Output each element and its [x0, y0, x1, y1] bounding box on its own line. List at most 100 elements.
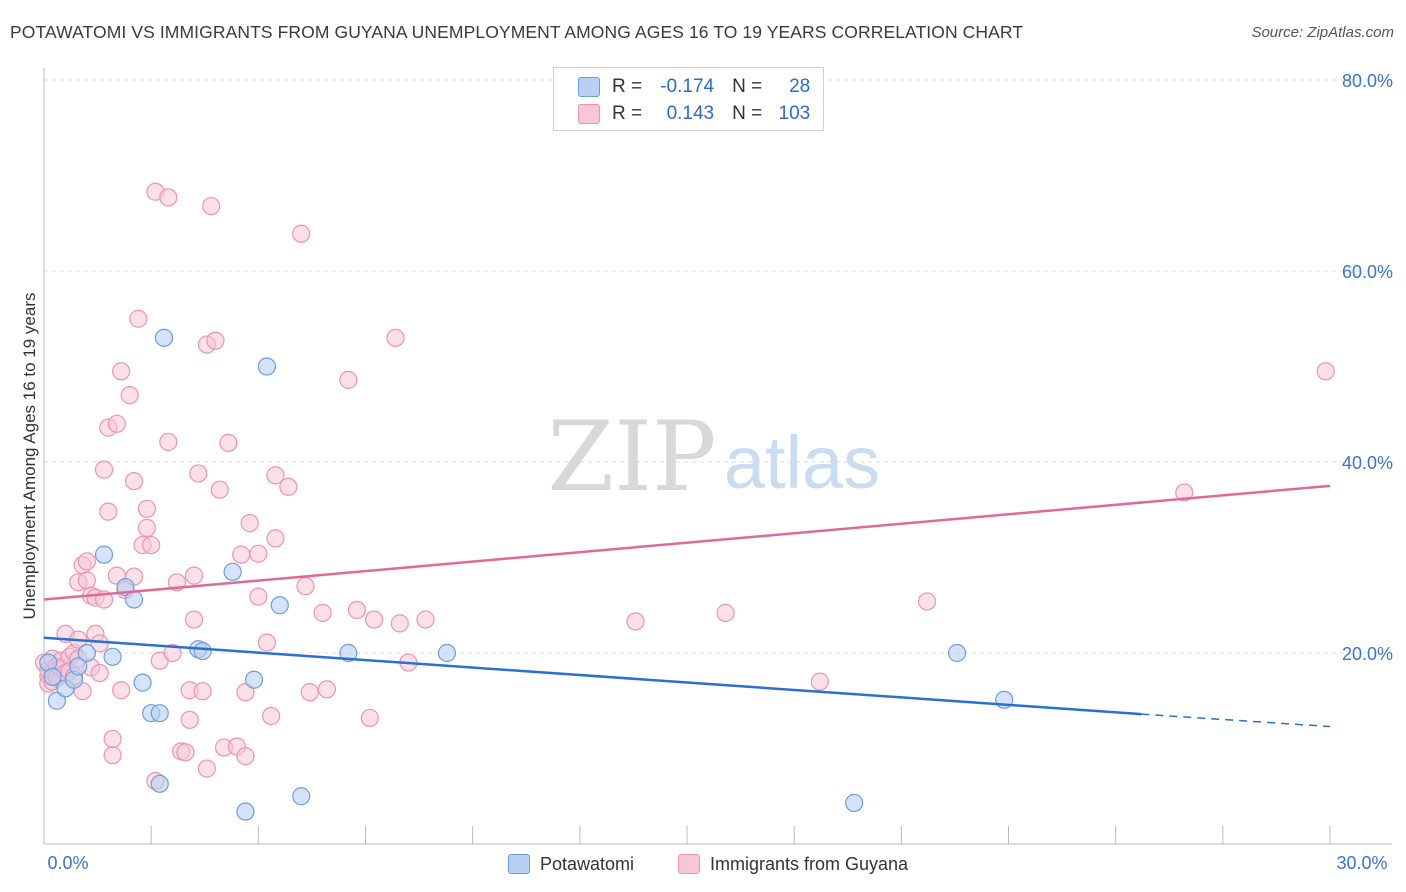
data-point-guyana [189, 464, 208, 483]
data-point-guyana [626, 612, 645, 631]
data-point-guyana [112, 362, 131, 381]
data-point-guyana [240, 514, 259, 533]
data-point-guyana [137, 499, 156, 518]
data-point-guyana [300, 683, 319, 702]
data-point-potawatomi [845, 793, 864, 813]
trend-line-potawatomi-extension [1141, 713, 1331, 728]
data-point-guyana [296, 577, 315, 596]
data-point-potawatomi [947, 643, 967, 663]
data-point-guyana [163, 643, 182, 663]
data-point-guyana [99, 502, 118, 521]
data-point-guyana [206, 331, 225, 350]
data-point-potawatomi [223, 562, 242, 581]
data-point-guyana [219, 433, 238, 452]
data-point-guyana [184, 566, 204, 585]
data-point-guyana [266, 529, 285, 548]
legend-r-value: -0.174 [660, 76, 715, 97]
tick-labels: 20.0% 40.0% 60.0% 80.0% 0.0% 30.0% [47, 71, 1393, 873]
data-point-guyana [292, 224, 311, 243]
data-point-potawatomi [154, 328, 174, 347]
data-point-potawatomi [244, 670, 264, 689]
data-point-guyana [360, 708, 379, 728]
data-point-potawatomi [69, 657, 88, 676]
data-point-guyana [1175, 483, 1194, 502]
data-point-potawatomi [257, 357, 277, 376]
data-point-guyana [313, 603, 332, 622]
data-point-potawatomi [270, 596, 289, 615]
data-point-potawatomi [193, 641, 212, 661]
data-point-guyana [90, 663, 109, 683]
trend-line-potawatomi [43, 636, 1142, 716]
watermark-atlas: atlas [724, 421, 880, 504]
axes [43, 68, 1392, 845]
data-point-guyana [810, 672, 829, 691]
data-point-guyana [249, 544, 268, 563]
legend-r-value: 0.143 [666, 103, 715, 124]
data-point-potawatomi [339, 643, 358, 663]
data-point-potawatomi [236, 802, 255, 821]
bottom-legend-guyana: Immigrants from Guyana [678, 851, 908, 877]
bottom-legend-label: Potawatomi [540, 853, 635, 874]
data-point-potawatomi [94, 545, 114, 564]
watermark-zip: ZIP [547, 401, 716, 513]
data-point-guyana [339, 370, 358, 389]
trend-lines [43, 484, 1331, 728]
data-point-guyana [347, 600, 367, 620]
legend-row-potawatomi: R = -0.174 N = 28 [578, 75, 810, 99]
data-point-guyana [159, 188, 178, 207]
data-point-guyana [197, 759, 216, 778]
data-point-guyana [142, 535, 161, 555]
bottom-legend-swatch-blue [508, 854, 530, 874]
data-point-guyana [124, 472, 144, 491]
y-tick-label: 80.0% [1342, 71, 1393, 91]
gridlines [44, 79, 1392, 654]
legend-n-label: N = [732, 103, 763, 124]
legend-n-value: 103 [778, 103, 811, 124]
data-point-guyana [262, 706, 281, 726]
legend-row-guyana: R = 0.143 N = 103 [578, 102, 810, 126]
trend-line-guyana [43, 484, 1331, 601]
data-point-potawatomi [47, 691, 66, 710]
data-point-guyana [236, 683, 255, 702]
data-point-guyana [180, 710, 199, 729]
y-tick-label: 20.0% [1342, 644, 1393, 664]
data-point-guyana [210, 480, 229, 499]
legend-swatch-pink [578, 104, 600, 124]
data-point-potawatomi [124, 590, 144, 609]
data-point-potawatomi [103, 647, 122, 666]
data-point-potawatomi [43, 667, 62, 686]
data-point-guyana [94, 460, 114, 479]
data-point-guyana [236, 747, 255, 766]
data-point-guyana [120, 386, 139, 405]
data-point-potawatomi [150, 704, 169, 723]
data-point-guyana [317, 680, 337, 699]
data-point-guyana [107, 414, 126, 433]
y-tick-label: 60.0% [1342, 262, 1393, 282]
legend-swatch-blue [578, 77, 600, 97]
data-point-potawatomi [292, 787, 311, 806]
data-point-guyana [103, 729, 122, 749]
data-point-potawatomi [150, 774, 169, 793]
data-point-guyana [364, 610, 384, 629]
data-point-guyana [917, 592, 937, 611]
data-point-guyana [716, 603, 735, 622]
x-tick-label: 30.0% [1336, 853, 1387, 873]
data-point-guyana [1316, 362, 1335, 381]
data-point-guyana [137, 518, 156, 537]
data-point-guyana [129, 309, 148, 328]
data-point-guyana [266, 466, 285, 485]
data-point-guyana [112, 681, 131, 700]
chart-title: POTAWATOMI VS IMMIGRANTS FROM GUYANA UNE… [10, 22, 1024, 42]
data-point-potawatomi [77, 643, 96, 663]
data-point-guyana [390, 614, 409, 633]
data-point-guyana [257, 633, 277, 652]
bottom-legend-label: Immigrants from Guyana [710, 853, 909, 874]
data-point-guyana [232, 545, 251, 564]
data-point-guyana [184, 610, 204, 629]
data-point-guyana [279, 477, 298, 496]
data-point-guyana [176, 743, 195, 762]
data-point-guyana [159, 432, 178, 452]
watermark: ZIP atlas [547, 401, 880, 513]
bottom-legend-swatch-pink [678, 854, 700, 874]
